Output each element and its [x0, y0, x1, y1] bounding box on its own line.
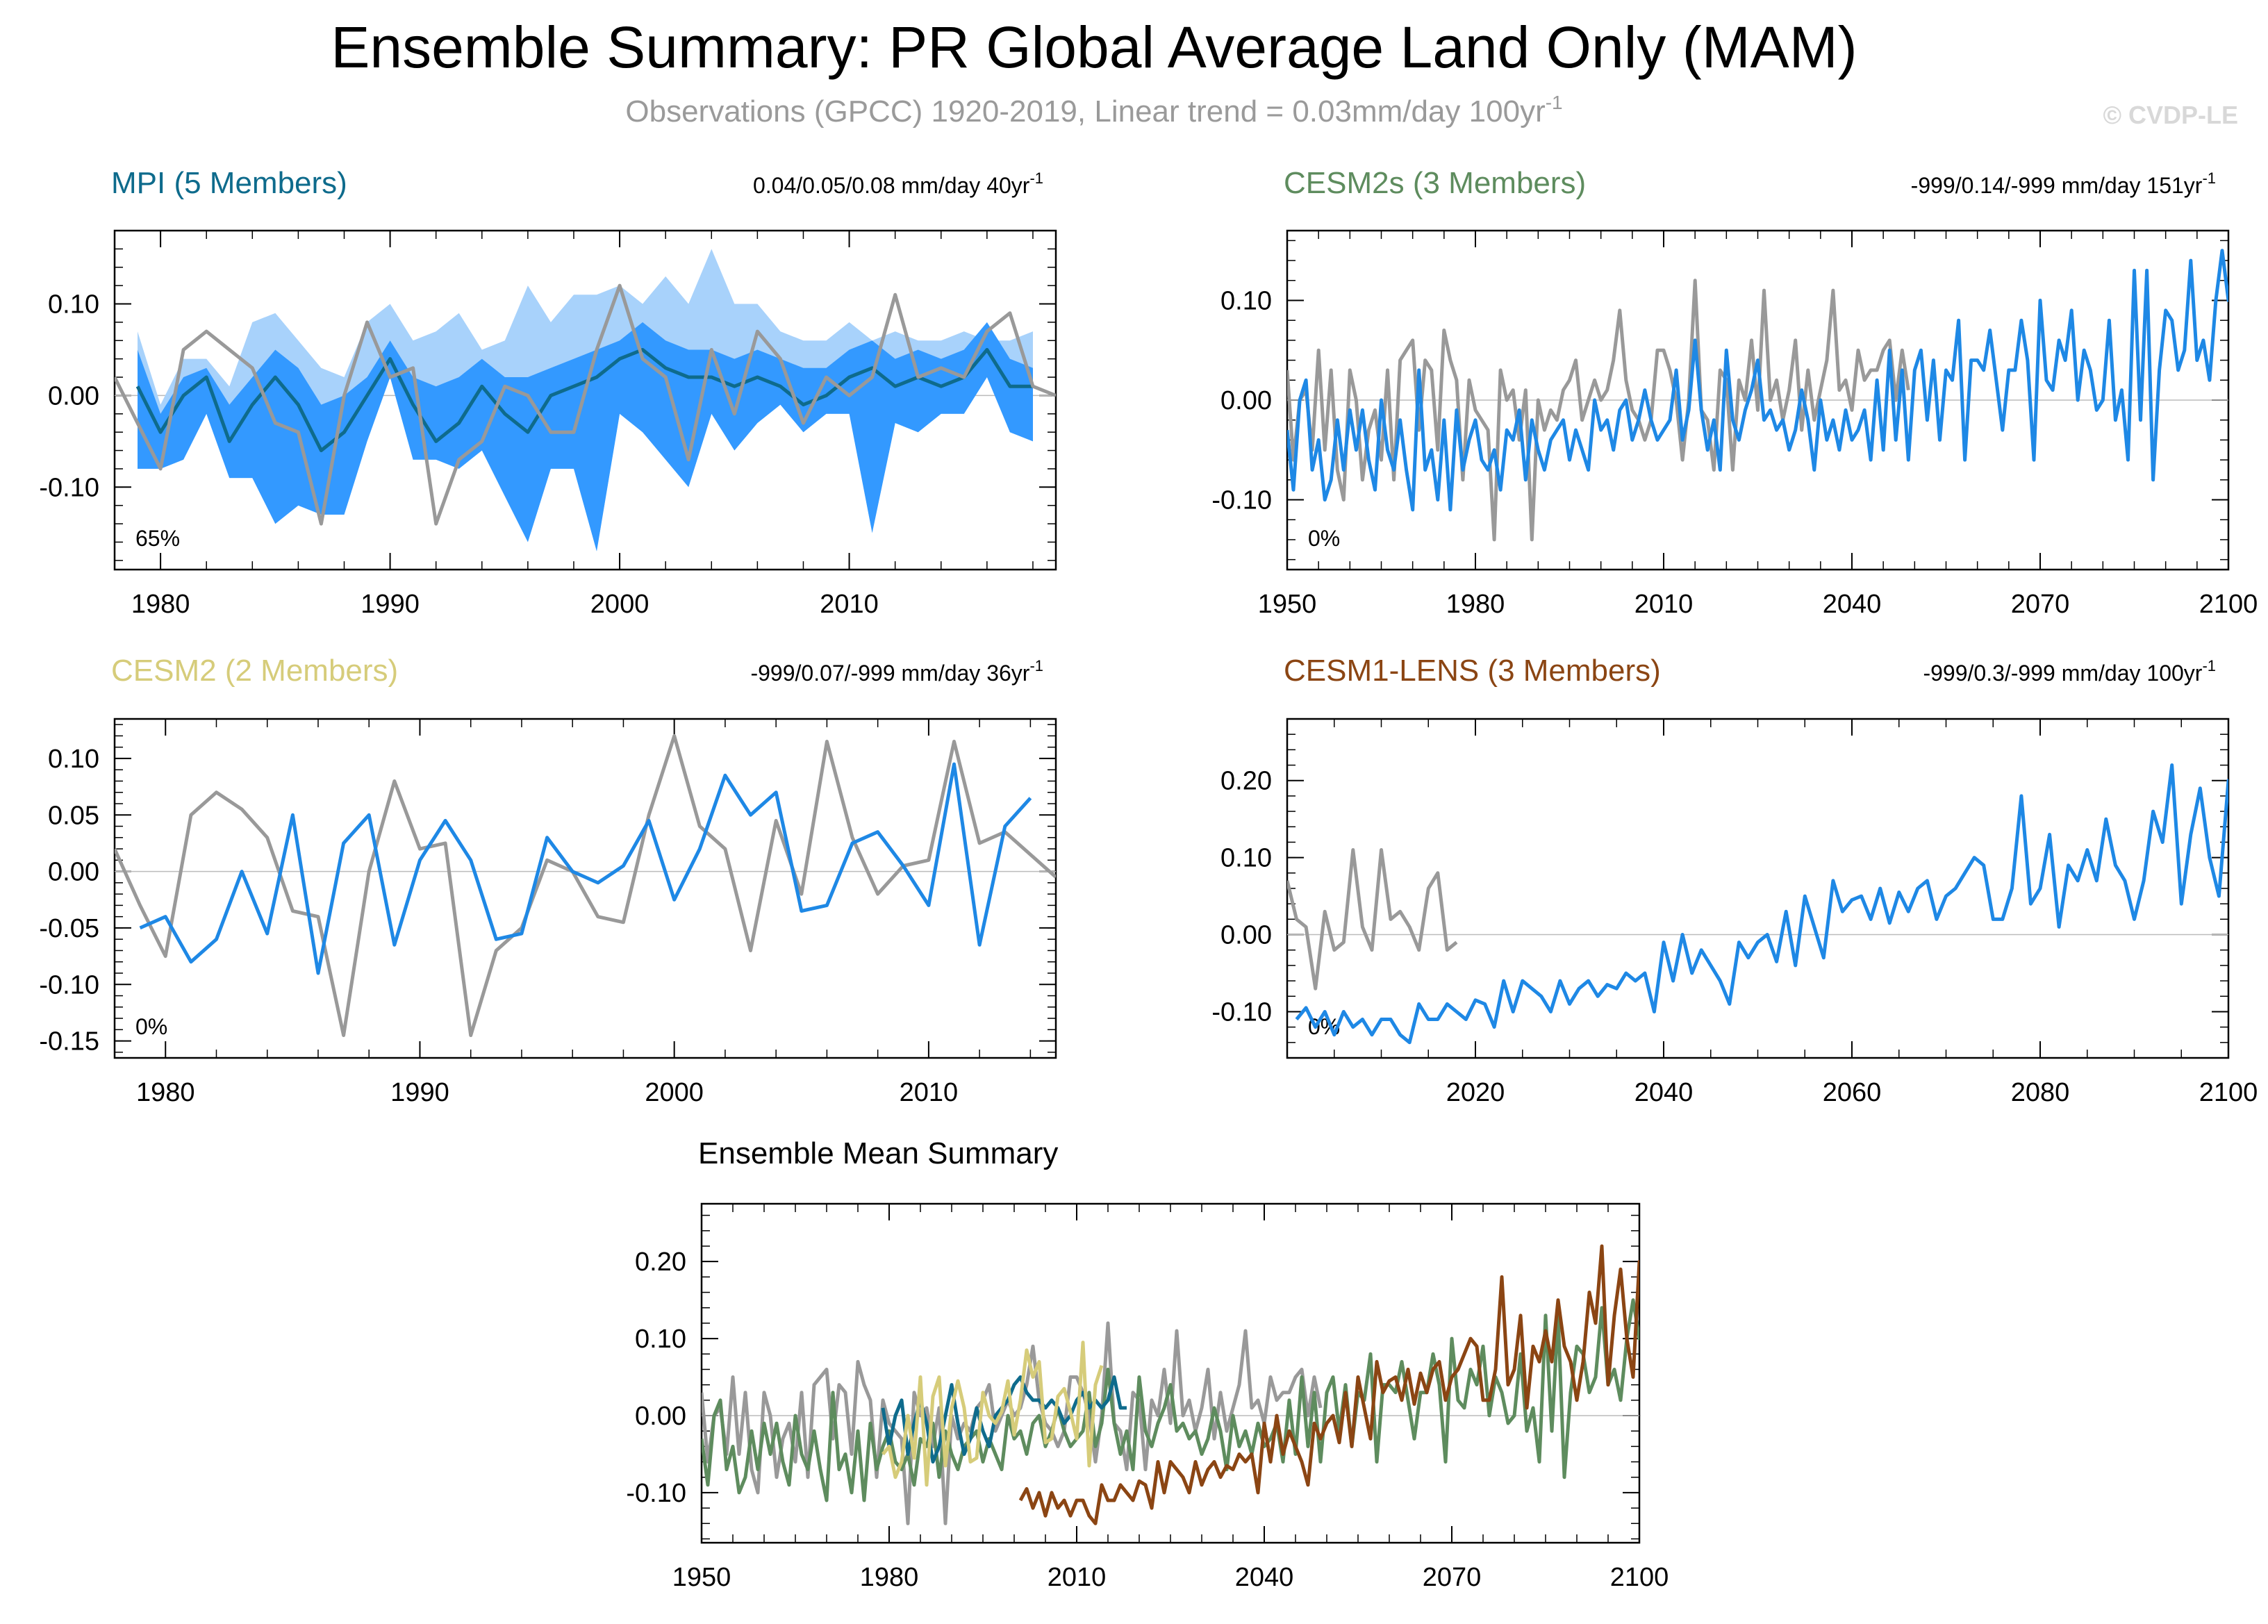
x-tick-label: 2010 [820, 590, 879, 619]
y-tick-label: 0.00 [1220, 921, 1272, 950]
chart-panel-ensemble_mean: 1950 1980 2010 2040 2070 2100 -0.10 0.00 0.10 0.2… [626, 1136, 1669, 1592]
panel-title: CESM2s (3 Members) [1284, 166, 1586, 200]
x-tick-label: 1990 [361, 590, 420, 619]
y-tick-label: 0.00 [48, 858, 99, 887]
y-tick-label: 0.10 [635, 1325, 686, 1354]
percent-label: 0% [135, 1014, 167, 1039]
y-tick-label: 0.05 [48, 801, 99, 830]
spread-band-inner [138, 322, 1033, 552]
x-tick-label: 2020 [1446, 1078, 1505, 1107]
series-line-CESM2s [702, 1298, 1639, 1502]
trend-label: -999/0.07/-999 mm/day 36yr-1 [750, 657, 1043, 686]
chart-panel-cesm2: 1980 1990 2000 2010 -0.15 -0.10 -0.05 0.00 0.05 0… [39, 654, 1057, 1107]
plot-area [1287, 249, 2228, 542]
x-tick-label: 1950 [672, 1563, 731, 1592]
x-tick-label: 2040 [1823, 590, 1882, 619]
panel-title: Ensemble Mean Summary [698, 1136, 1058, 1170]
x-tick-label: 1980 [136, 1078, 195, 1107]
x-tick-label: 2000 [590, 590, 649, 619]
y-tick-label: 0.10 [48, 745, 99, 774]
trend-label: 0.04/0.05/0.08 mm/day 40yr-1 [753, 169, 1043, 198]
x-tick-label: 2060 [1823, 1078, 1882, 1107]
percent-label: 0% [1308, 526, 1340, 551]
y-tick-label: -0.10 [1211, 486, 1272, 515]
observations-line [115, 734, 1056, 1037]
observations-line [1287, 848, 1458, 991]
x-tick-label: 1990 [390, 1078, 449, 1107]
y-tick-label: -0.05 [39, 914, 99, 943]
x-tick-label: 2010 [900, 1078, 959, 1107]
y-tick-label: 0.00 [48, 381, 99, 411]
series-line-CESM2 [881, 1341, 1104, 1487]
x-tick-label: 2000 [645, 1078, 704, 1107]
x-tick-label: 1980 [1446, 590, 1505, 619]
panel-title: MPI (5 Members) [111, 166, 347, 200]
y-tick-label: 0.20 [635, 1248, 686, 1277]
x-tick-label: 2040 [1634, 1078, 1694, 1107]
y-tick-label: -0.10 [1211, 997, 1272, 1027]
x-tick-label: 2100 [2199, 590, 2258, 619]
plot-frame [113, 229, 1057, 571]
y-tick-label: -0.10 [626, 1479, 686, 1508]
y-tick-label: -0.15 [39, 1027, 99, 1057]
plot-area [702, 1244, 1639, 1525]
x-tick-label: 2040 [1235, 1563, 1294, 1592]
x-tick-label: 1950 [1258, 590, 1317, 619]
plot-area [1287, 763, 2228, 1045]
y-tick-label: 0.10 [1220, 844, 1272, 873]
copyright-label: © CVDP-LE [2103, 101, 2238, 129]
subtitle: Observations (GPCC) 1920-2019, Linear tr… [625, 92, 1562, 129]
plot-frame [700, 1202, 1641, 1544]
series-line-CESM1-LENS [1018, 1244, 1639, 1525]
ensemble-mean-line [135, 348, 1033, 452]
panel-title: CESM2 (2 Members) [111, 654, 398, 688]
x-tick-label: 2070 [1423, 1563, 1482, 1592]
x-tick-label: 1980 [131, 590, 190, 619]
y-tick-label: 0.00 [1220, 386, 1272, 415]
x-tick-label: 2100 [1610, 1563, 1669, 1592]
plot-frame [113, 718, 1057, 1059]
y-tick-label: -0.10 [39, 473, 99, 502]
panel-title: CESM1-LENS (3 Members) [1284, 654, 1661, 688]
main-title: Ensemble Summary: PR Global Average Land… [331, 15, 1857, 80]
chart-panel-cesm2s: 1950 1980 2010 2040 2070 2100 -0.10 0.00 0.10 CES… [1211, 166, 2258, 619]
plot-area [115, 734, 1056, 1037]
y-tick-label: -0.10 [39, 970, 99, 1000]
trend-label: -999/0.3/-999 mm/day 100yr-1 [1923, 657, 2216, 686]
member-line [1287, 249, 2228, 512]
observations-line [115, 283, 1056, 526]
percent-label: 65% [135, 526, 180, 551]
y-tick-label: 0.10 [48, 290, 99, 320]
trend-label: -999/0.14/-999 mm/day 151yr-1 [1911, 169, 2216, 198]
y-tick-label: 0.10 [1220, 286, 1272, 315]
chart-panel-mpi: 1980 1990 2000 2010 -0.10 0.00 0.10 MPI (5 Memb… [39, 166, 1057, 619]
x-tick-label: 2080 [2011, 1078, 2070, 1107]
x-tick-label: 2070 [2011, 590, 2070, 619]
y-tick-label: 0.00 [635, 1402, 686, 1431]
x-tick-label: 2010 [1048, 1563, 1107, 1592]
member-line [1295, 763, 2228, 1045]
chart-panel-cesm1: 2020 2040 2060 2080 2100 -0.10 0.00 0.10 0.20 CES… [1211, 654, 2258, 1107]
y-tick-label: 0.20 [1220, 767, 1272, 796]
x-tick-label: 1980 [860, 1563, 919, 1592]
x-tick-label: 2100 [2199, 1078, 2258, 1107]
plot-area [115, 249, 1056, 552]
member-line [139, 762, 1032, 975]
x-tick-label: 2010 [1634, 590, 1694, 619]
